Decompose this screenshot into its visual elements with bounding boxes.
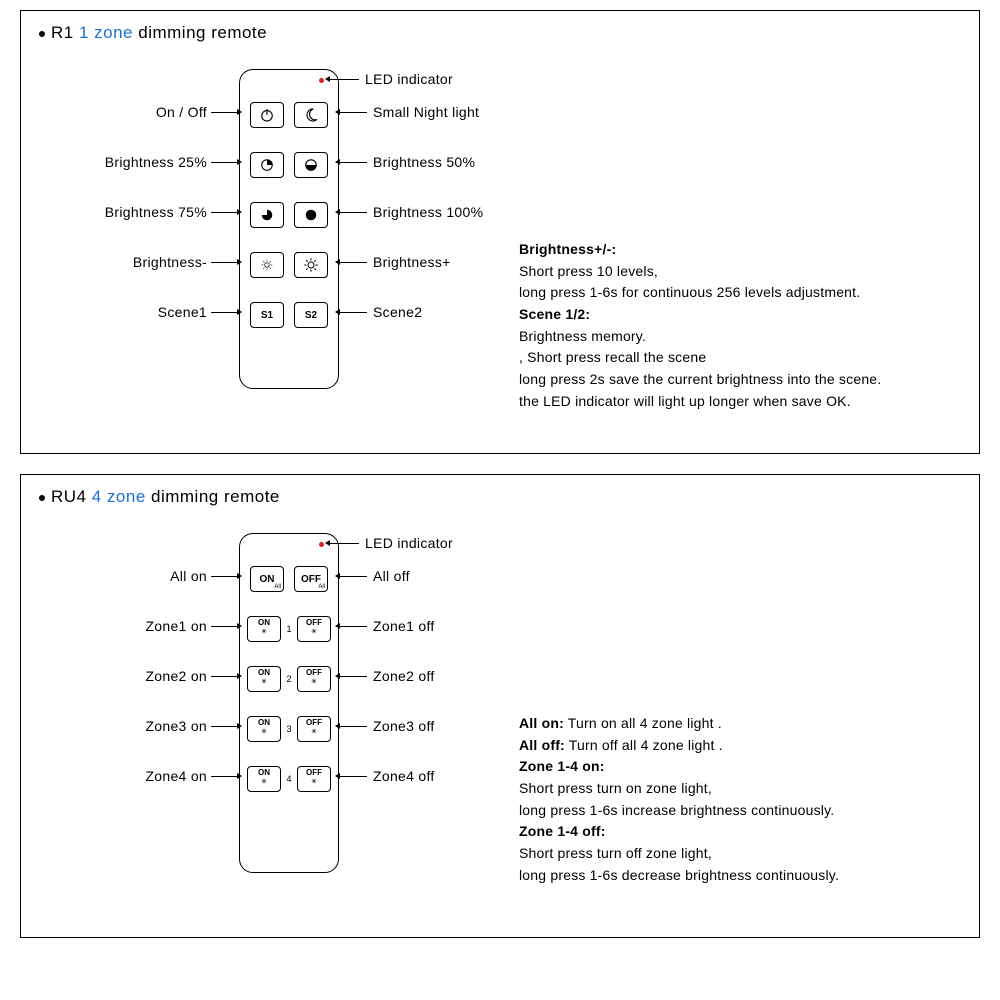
- desc-line: Zone 1-4 on:: [519, 756, 961, 778]
- desc-line: Short press 10 levels,: [519, 261, 961, 283]
- brightness-plus-button[interactable]: [294, 252, 328, 278]
- three-quarter-circle-icon: [258, 206, 276, 224]
- row-label-right: Zone2 off: [373, 668, 435, 684]
- brightness-25-button[interactable]: [250, 152, 284, 178]
- desc-line: the LED indicator will light up longer w…: [519, 391, 961, 413]
- quarter-circle-icon: [258, 156, 276, 174]
- desc-line: Short press turn on zone light,: [519, 778, 961, 800]
- led-label: LED indicator: [365, 71, 453, 87]
- zone4-on-button[interactable]: ON: [247, 766, 281, 792]
- row-label-right: Zone4 off: [373, 768, 435, 784]
- brightness-100-button[interactable]: [294, 202, 328, 228]
- zone-number: 4: [285, 774, 293, 784]
- title-suffix: dimming remote: [146, 487, 280, 506]
- row-label-right: Zone1 off: [373, 618, 435, 634]
- brightness-minus-button[interactable]: [250, 252, 284, 278]
- zone2-off-button[interactable]: OFF: [297, 666, 331, 692]
- led-indicator-icon: [319, 78, 324, 83]
- description-block: Brightness+/-:Short press 10 levels,long…: [519, 49, 961, 429]
- desc-line: All on: Turn on all 4 zone light .: [519, 713, 961, 735]
- desc-line: Short press turn off zone light,: [519, 843, 961, 865]
- desc-line: Brightness+/-:: [519, 239, 961, 261]
- row-label-left: Brightness 75%: [39, 204, 207, 220]
- brightness-75-button[interactable]: [250, 202, 284, 228]
- title-prefix: RU4: [51, 487, 92, 506]
- zone3-off-button[interactable]: OFF: [297, 716, 331, 742]
- power-button[interactable]: [250, 102, 284, 128]
- desc-line: long press 1-6s decrease brightness cont…: [519, 865, 961, 887]
- row-label-right: Brightness+: [373, 254, 451, 270]
- remote-body: ONAll OFFAll ON 1 OFF ON 2 OFF ON 3 OFF ON 4 OFF: [239, 533, 339, 873]
- zone2-on-button[interactable]: ON: [247, 666, 281, 692]
- moon-icon: [302, 106, 320, 124]
- row-label-right: Brightness 100%: [373, 204, 483, 220]
- power-icon: [258, 106, 276, 124]
- zone4-off-button[interactable]: OFF: [297, 766, 331, 792]
- row-label-left: Brightness 25%: [39, 154, 207, 170]
- led-label: LED indicator: [365, 535, 453, 551]
- zone-number: 3: [285, 724, 293, 734]
- row-label-right: Small Night light: [373, 104, 479, 120]
- all-on-button[interactable]: ONAll: [250, 566, 284, 592]
- all-off-button[interactable]: OFFAll: [294, 566, 328, 592]
- row-label-left: On / Off: [39, 104, 207, 120]
- panel-title: RU4 4 zone dimming remote: [39, 487, 961, 507]
- title-zone: 4 zone: [92, 487, 146, 506]
- row-label-left: Zone4 on: [39, 768, 207, 784]
- row-label-left: All on: [39, 568, 207, 584]
- remote-body: S1 S2: [239, 69, 339, 389]
- zone-number: 2: [285, 674, 293, 684]
- scene2-button[interactable]: S2: [294, 302, 328, 328]
- zone1-on-button[interactable]: ON: [247, 616, 281, 642]
- row-label-left: Brightness-: [39, 254, 207, 270]
- row-label-left: Zone2 on: [39, 668, 207, 684]
- description-block: All on: Turn on all 4 zone light .All of…: [519, 513, 961, 913]
- sun-small-icon: [258, 256, 276, 274]
- brightness-50-button[interactable]: [294, 152, 328, 178]
- panel-r1: R1 1 zone dimming remote: [20, 10, 980, 454]
- desc-line: long press 1-6s increase brightness cont…: [519, 800, 961, 822]
- scene1-button[interactable]: S1: [250, 302, 284, 328]
- panel-title: R1 1 zone dimming remote: [39, 23, 961, 43]
- full-circle-icon: [302, 206, 320, 224]
- desc-line: , Short press recall the scene: [519, 347, 961, 369]
- row-label-left: Scene1: [39, 304, 207, 320]
- desc-line: long press 1-6s for continuous 256 level…: [519, 282, 961, 304]
- title-zone: 1 zone: [79, 23, 133, 42]
- panel-ru4: RU4 4 zone dimming remote ONAll OFFAll O…: [20, 474, 980, 938]
- desc-line: Brightness memory.: [519, 326, 961, 348]
- title-suffix: dimming remote: [133, 23, 267, 42]
- zone3-on-button[interactable]: ON: [247, 716, 281, 742]
- row-label-left: Zone1 on: [39, 618, 207, 634]
- row-label-right: Zone3 off: [373, 718, 435, 734]
- row-label-right: Scene2: [373, 304, 422, 320]
- night-light-button[interactable]: [294, 102, 328, 128]
- sun-large-icon: [302, 256, 320, 274]
- row-label-left: Zone3 on: [39, 718, 207, 734]
- zone-number: 1: [285, 624, 293, 634]
- row-label-right: Brightness 50%: [373, 154, 475, 170]
- remote-diagram: ONAll OFFAll ON 1 OFF ON 2 OFF ON 3 OFF ON 4 OFF LE…: [39, 513, 519, 913]
- desc-line: All off: Turn off all 4 zone light .: [519, 735, 961, 757]
- desc-line: Zone 1-4 off:: [519, 821, 961, 843]
- led-indicator-icon: [319, 542, 324, 547]
- zone1-off-button[interactable]: OFF: [297, 616, 331, 642]
- desc-line: Scene 1/2:: [519, 304, 961, 326]
- half-circle-icon: [302, 156, 320, 174]
- desc-line: long press 2s save the current brightnes…: [519, 369, 961, 391]
- row-label-right: All off: [373, 568, 410, 584]
- remote-diagram: S1 S2 LED indicator On / Off Small Night …: [39, 49, 519, 429]
- title-prefix: R1: [51, 23, 79, 42]
